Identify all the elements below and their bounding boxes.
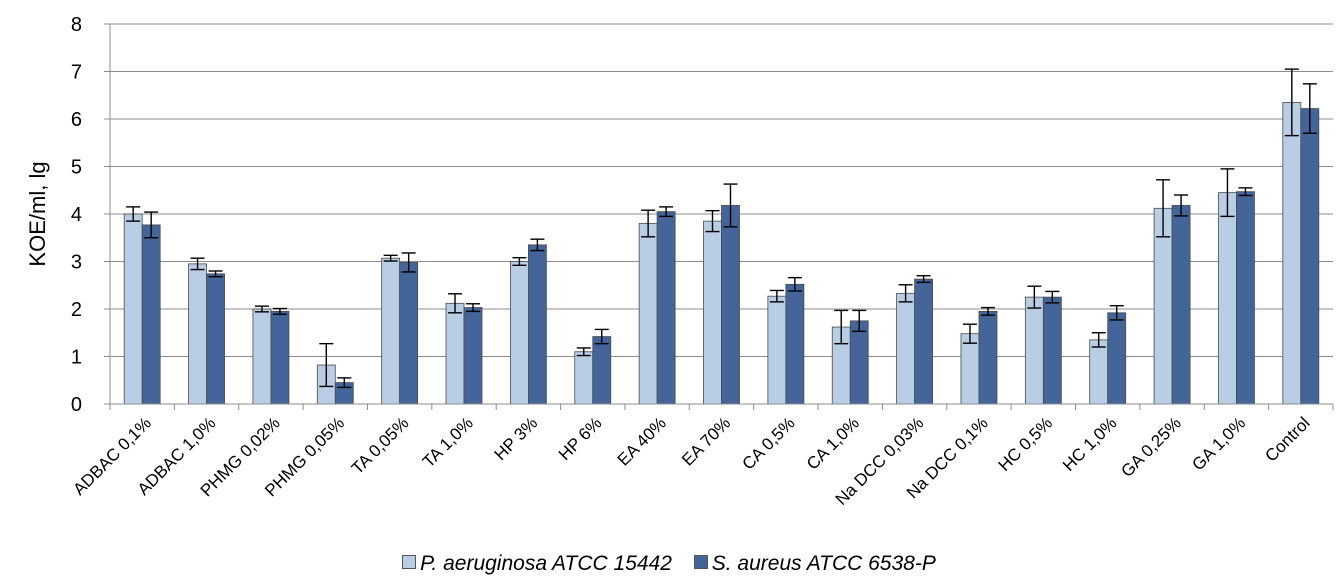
- legend: P. aeruginosa ATCC 15442 S. aureus ATCC …: [0, 552, 1338, 576]
- x-tick-label: HC 1,0%: [1059, 413, 1121, 475]
- bar-series-2: [592, 336, 612, 405]
- y-tick-label: 0: [71, 394, 82, 416]
- y-tick-label: 1: [71, 347, 82, 369]
- bar-series-2: [1236, 191, 1255, 405]
- y-tick-label: 5: [71, 157, 82, 179]
- x-axis-labels: ADBAC 0,1%ADBAC 1,0%PHMG 0,02%PHMG 0,05%…: [69, 413, 1313, 509]
- bar-series-1: [252, 308, 272, 405]
- bar-series-1: [445, 302, 465, 405]
- bar-series-1: [767, 295, 787, 405]
- bars: [123, 101, 1320, 405]
- bar-series-2: [399, 262, 419, 405]
- bar-series-1: [1024, 296, 1044, 405]
- x-tick-label: EA 70%: [678, 413, 734, 469]
- bar-series-2: [527, 244, 547, 405]
- y-tick-label: 6: [71, 109, 82, 131]
- bar-series-2: [1300, 108, 1320, 405]
- bar-series-2: [206, 273, 225, 405]
- x-tick-label: Control: [1261, 413, 1313, 465]
- legend-label-series-1: P. aeruginosa ATCC 15442: [420, 552, 672, 575]
- bar-series-2: [270, 310, 290, 405]
- x-tick-label: TA 1,0%: [419, 413, 477, 471]
- bar-series-1: [123, 213, 143, 405]
- y-tick-label: 3: [71, 252, 82, 274]
- error-bars: [126, 68, 1317, 389]
- bar-series-1: [960, 333, 980, 405]
- bar-series-2: [721, 205, 740, 405]
- legend-label-series-2: S. aureus ATCC 6538-P: [711, 552, 936, 575]
- y-tick-label: 2: [71, 299, 82, 321]
- bar-series-1: [1089, 339, 1109, 405]
- bar-series-1: [638, 223, 658, 405]
- x-tick-label: HP 6%: [555, 413, 606, 464]
- x-tick-label: CA 0,5%: [738, 413, 798, 473]
- x-tick-label: HP 3%: [491, 413, 542, 464]
- bar-series-1: [509, 261, 529, 405]
- x-tick-label: HC 0,5%: [995, 413, 1057, 475]
- bar-series-1: [188, 263, 207, 405]
- bar-series-2: [656, 211, 676, 405]
- legend-item-series-1: P. aeruginosa ATCC 15442: [402, 552, 672, 576]
- bar-series-2: [978, 310, 998, 405]
- bar-series-1: [574, 351, 594, 405]
- bar-series-1: [896, 292, 916, 405]
- bar-series-2: [1107, 312, 1127, 405]
- y-axis-title: KOE/ml, lg: [25, 161, 50, 266]
- bar-series-2: [463, 307, 483, 405]
- legend-swatch-series-1: [402, 555, 417, 570]
- x-tick-label: EA 40%: [614, 413, 670, 469]
- x-tick-label: GA 0,25%: [1117, 413, 1185, 481]
- bar-series-1: [381, 257, 401, 405]
- axes: [109, 24, 1334, 410]
- bar-series-2: [914, 278, 934, 405]
- y-tick-label: 7: [71, 62, 82, 84]
- x-tick-label: GA 1,0%: [1188, 413, 1249, 474]
- legend-swatch-series-2: [693, 555, 708, 570]
- x-tick-label: TA 0,05%: [348, 413, 413, 478]
- y-axis-ticks: 0 1 2 3 4 5 6 7 8: [71, 14, 110, 416]
- legend-item-series-2: S. aureus ATCC 6538-P: [693, 552, 936, 576]
- y-tick-label: 8: [71, 14, 82, 36]
- x-tick-label: CA 1,0%: [803, 413, 863, 473]
- bar-series-2: [785, 283, 805, 405]
- bar-series-1: [703, 220, 722, 405]
- bar-series-2: [1171, 205, 1191, 405]
- bar-series-2: [849, 320, 869, 405]
- bar-series-1: [1282, 101, 1302, 405]
- bar-series-2: [141, 224, 161, 405]
- bar-series-1: [1153, 207, 1173, 405]
- y-tick-label: 4: [71, 204, 82, 226]
- bar-series-2: [1042, 296, 1062, 405]
- bar-series-1: [1218, 192, 1237, 405]
